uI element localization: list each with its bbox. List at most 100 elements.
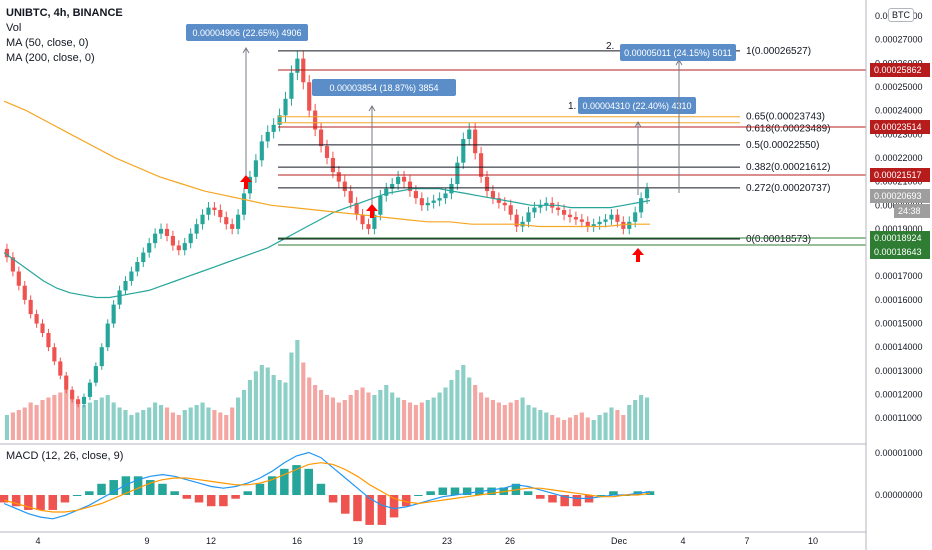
- price-tag: [870, 120, 930, 134]
- candle-body: [514, 214, 519, 227]
- ma200-label[interactable]: MA (200, close, 0): [6, 52, 95, 64]
- vol-label[interactable]: Vol: [6, 22, 22, 34]
- macd-tick-label: 0.00001000: [875, 448, 923, 458]
- candle-body: [135, 262, 140, 272]
- candle-body: [10, 257, 15, 272]
- macd-histogram-bar: [48, 495, 58, 510]
- candle-body: [633, 212, 638, 222]
- time-tick-label: 7: [744, 536, 749, 546]
- volume-bar: [544, 412, 549, 440]
- volume-bar: [40, 400, 45, 440]
- macd-histogram-bar: [182, 495, 192, 499]
- macd-histogram-bar: [206, 495, 216, 507]
- price-tick-label: 0.00025000: [875, 82, 923, 92]
- macd-histogram-bar: [11, 495, 21, 507]
- volume-bar: [129, 415, 134, 440]
- chart-legend: UNIBTC, 4h, BINANCE Vol MA (50, close, 0…: [6, 6, 123, 66]
- measure-arrow-head: [368, 105, 376, 112]
- callout-box: [186, 24, 308, 41]
- macd-histogram-bar: [426, 491, 435, 495]
- volume-bar: [241, 390, 247, 440]
- candle-body: [153, 233, 158, 244]
- volume-bar: [390, 392, 395, 440]
- candle-body: [407, 181, 413, 192]
- candle-body: [431, 200, 436, 203]
- volume-bar: [633, 400, 638, 440]
- macd-label[interactable]: MACD (12, 26, close, 9): [6, 450, 124, 462]
- volume-bar: [467, 377, 472, 440]
- price-tag-label: 0.00018924: [874, 233, 922, 243]
- fib-level-label: 0.272(0.00020737): [746, 183, 831, 194]
- macd-histogram-bar: [36, 495, 45, 510]
- volume-bar: [10, 412, 15, 440]
- candle-body: [324, 146, 330, 158]
- macd-histogram-bar: [450, 487, 460, 495]
- candle-body: [544, 202, 549, 206]
- macd-histogram-bar: [292, 465, 301, 495]
- candle-body: [490, 191, 496, 199]
- volume-bar: [141, 410, 146, 440]
- macd-histogram-bar: [121, 476, 131, 495]
- time-axis[interactable]: 4 9 12 16 19 23 26 Dec 4 7 10: [35, 536, 818, 546]
- candle-body: [597, 221, 602, 225]
- volume-bar: [170, 412, 175, 440]
- volume-bar: [164, 407, 170, 440]
- callout-text: 0.00004310 (22.40%) 4310: [582, 101, 691, 111]
- candle-body: [366, 224, 371, 229]
- volume-bar: [538, 410, 543, 440]
- ma50-label[interactable]: MA (50, close, 0): [6, 37, 89, 49]
- candle-body: [70, 389, 75, 400]
- macd-histogram-bar: [133, 476, 143, 495]
- volume-bar: [455, 370, 460, 440]
- macd-histogram-bar: [24, 495, 33, 510]
- candle-body: [532, 207, 537, 213]
- volume-bar: [644, 397, 650, 440]
- macd-pane: 0.00001000 0.00000000: [0, 448, 923, 525]
- signal-arrow-icon: [366, 204, 378, 218]
- price-tag: [894, 204, 930, 218]
- volume-bar: [283, 382, 288, 440]
- volume-bar: [135, 412, 140, 440]
- candle-body: [455, 162, 460, 184]
- volume-bar: [105, 395, 110, 440]
- volume-bar: [526, 405, 531, 440]
- price-tag-label: 24:38: [898, 206, 921, 216]
- volume-bar: [425, 400, 430, 440]
- candle-body: [639, 198, 644, 213]
- macd-histogram-bar: [389, 495, 399, 518]
- price-tick-label: 0.00014000: [875, 342, 923, 352]
- candle-body: [277, 115, 282, 125]
- volume-bar: [253, 371, 258, 440]
- currency-badge[interactable]: BTC: [888, 8, 914, 22]
- candle-body: [591, 224, 596, 227]
- candle-body: [520, 221, 525, 227]
- volume-bar: [378, 390, 383, 440]
- callout-box: [312, 79, 456, 96]
- measure-callouts[interactable]: 0.00004906 (22.65%) 4906 0.00003854 (18.8…: [186, 24, 736, 208]
- volume-bar: [461, 365, 466, 440]
- macd-signal-line: [3, 462, 651, 513]
- price-tag: [870, 168, 930, 182]
- volume-bar: [271, 375, 276, 440]
- macd-histogram-bar: [97, 483, 106, 495]
- candle-body: [236, 214, 241, 229]
- volume-bar: [230, 407, 235, 440]
- candle-body: [461, 139, 466, 163]
- volume-bar: [236, 397, 241, 440]
- volume-bar: [419, 402, 424, 440]
- macd-histogram-bar: [536, 495, 545, 499]
- fib-retracement[interactable]: 1(0.00026527) 2. 0.65(0.00023743)0.618(0.0…: [278, 41, 866, 246]
- candle-body: [230, 224, 235, 229]
- symbol-label[interactable]: UNIBTC, 4h, BINANCE: [6, 7, 123, 19]
- volume-bar: [384, 385, 389, 440]
- volume-bar: [431, 397, 436, 440]
- moving-averages: [3, 100, 651, 299]
- candle-body: [425, 202, 430, 206]
- macd-histogram-bar: [255, 483, 265, 495]
- candle-body: [538, 205, 543, 208]
- macd-histogram-bar: [609, 491, 618, 495]
- volume-bar: [396, 397, 401, 440]
- volume-bar: [407, 402, 413, 440]
- volume-bar: [550, 415, 555, 440]
